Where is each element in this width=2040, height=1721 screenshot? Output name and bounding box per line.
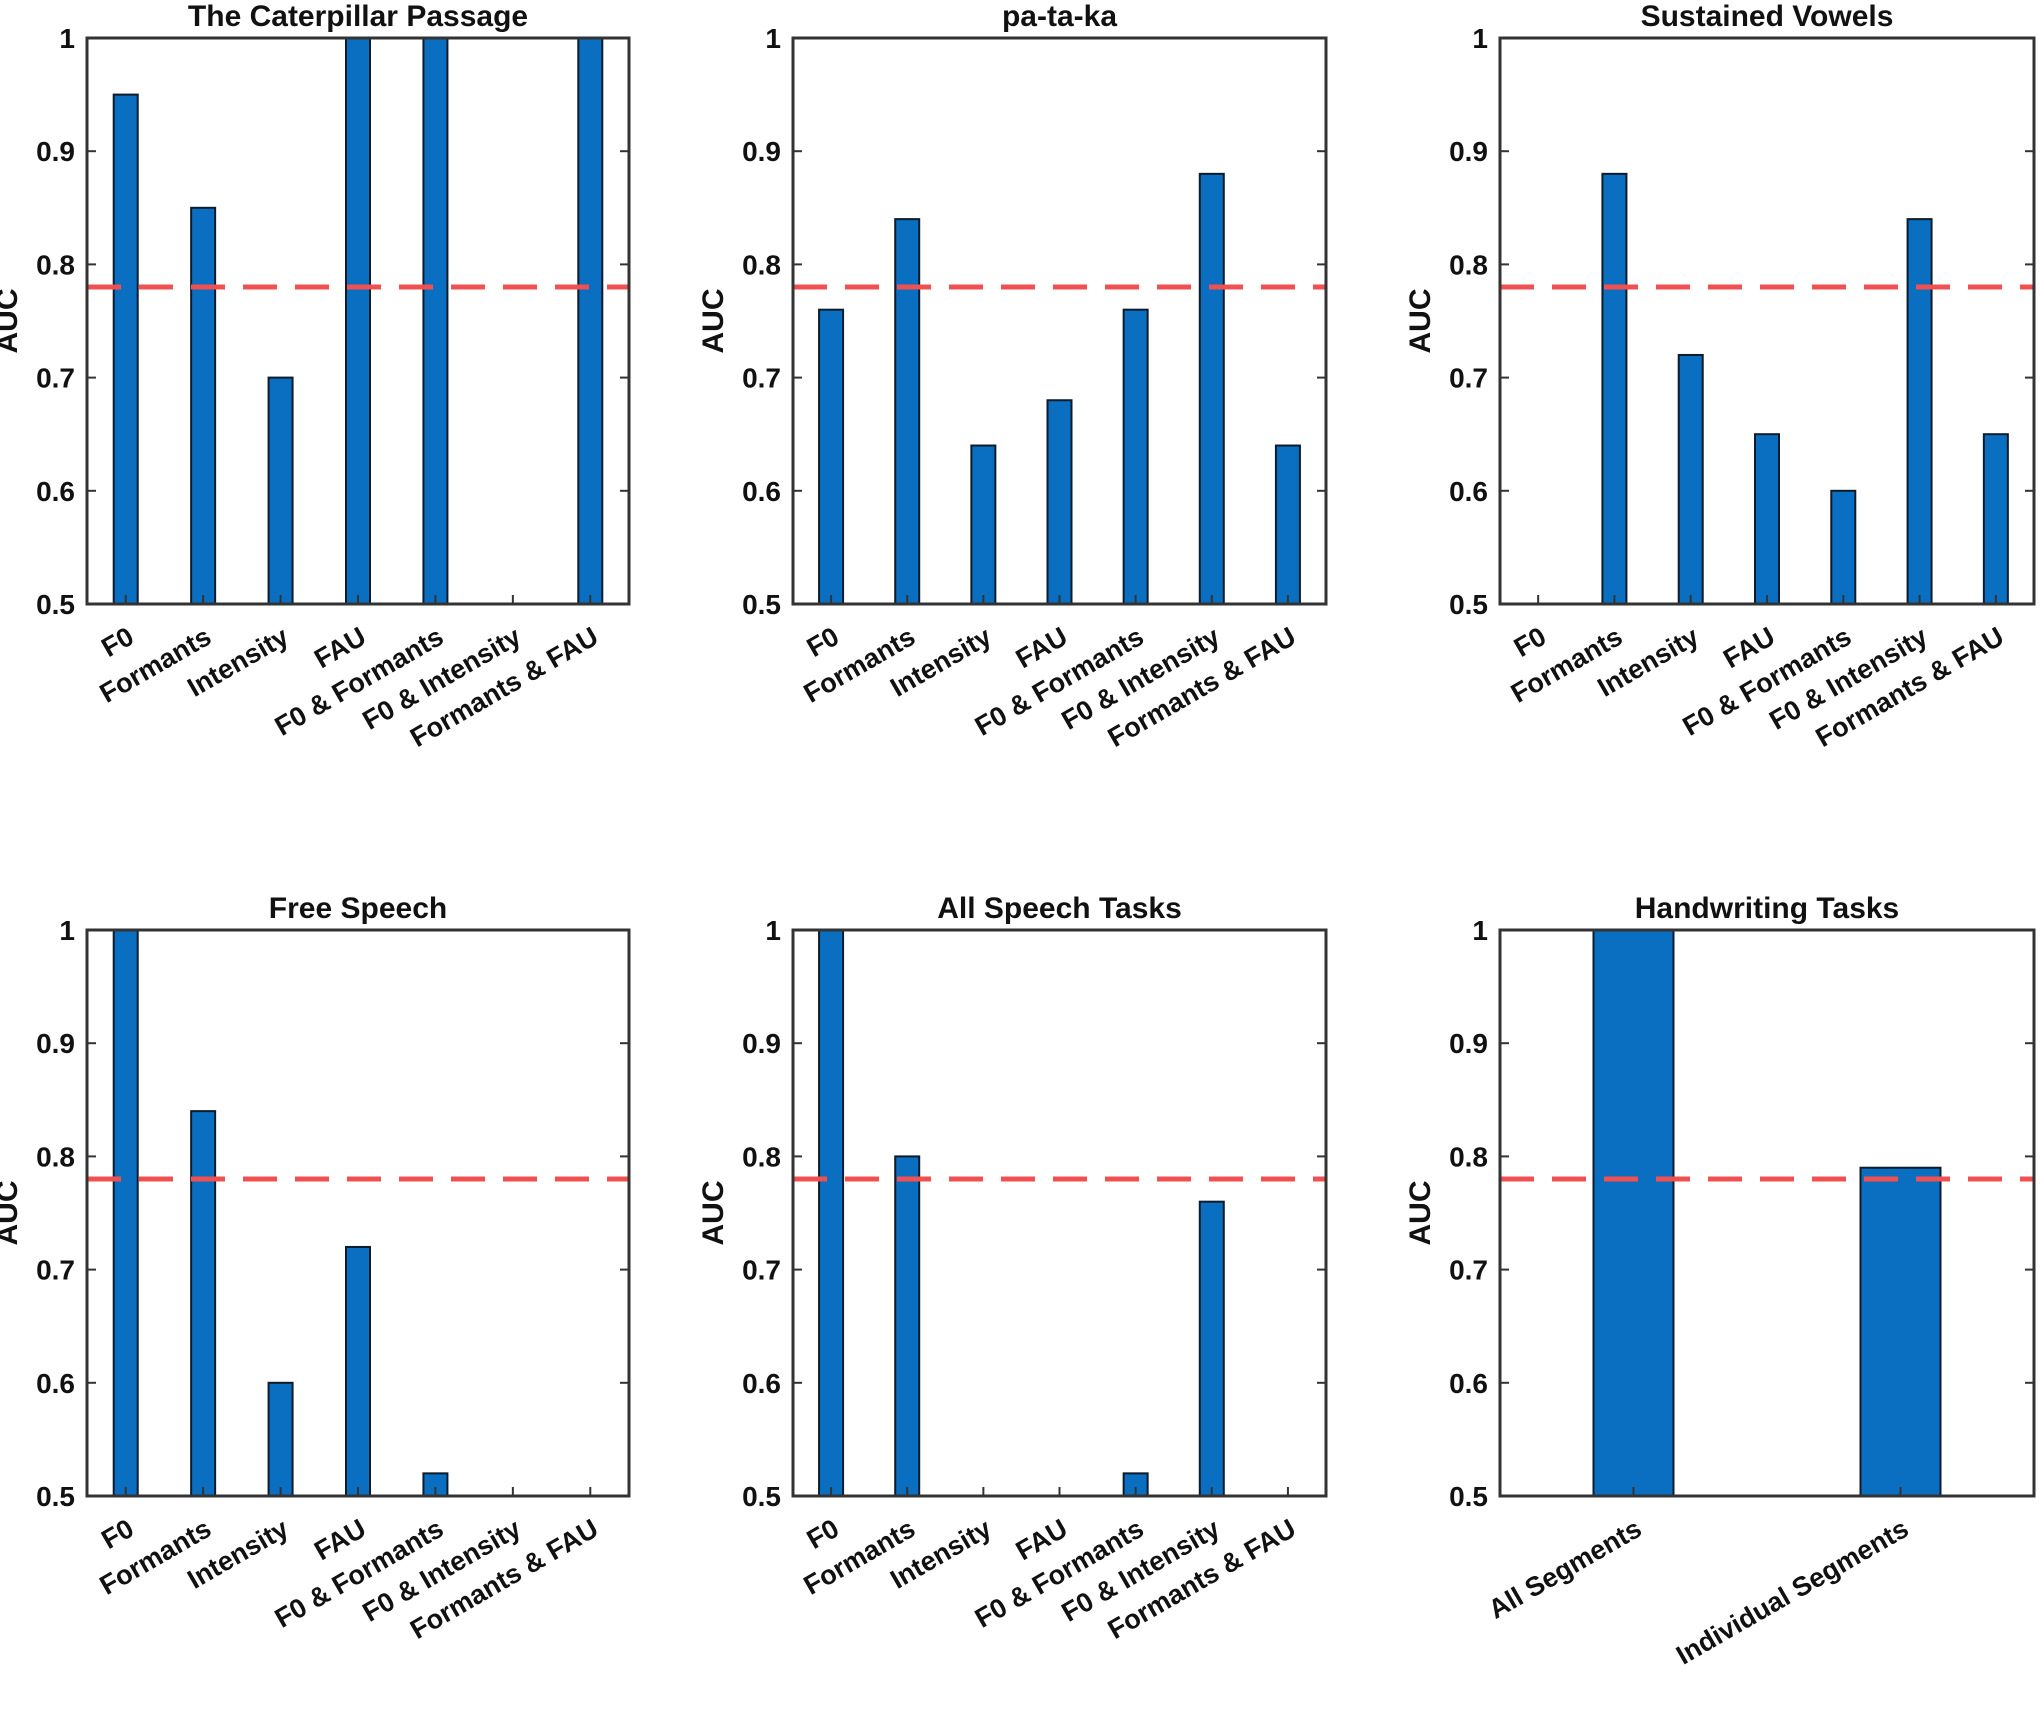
y-axis-label: AUC bbox=[1404, 1181, 1437, 1246]
y-tick-label: 0.9 bbox=[36, 136, 75, 167]
bar-4 bbox=[345, 37, 371, 605]
x-tick-label: Individual Segments bbox=[1671, 1513, 1913, 1670]
chart-title: Sustained Vowels bbox=[1641, 0, 1894, 33]
y-tick-label: 1 bbox=[765, 23, 781, 54]
bar-4 bbox=[1754, 433, 1780, 606]
y-tick-label: 0.7 bbox=[1449, 1255, 1488, 1286]
y-tick-label: 0.6 bbox=[36, 1368, 75, 1399]
bar-1 bbox=[818, 929, 845, 1497]
y-tick-label: 0.9 bbox=[1449, 1028, 1488, 1059]
axes-box bbox=[85, 36, 631, 606]
y-tick-label: 0.6 bbox=[742, 476, 781, 507]
chart-panel-6: Handwriting Tasks AUC 0.5 0.6 0.7 0.8 0.9 1 All … bbox=[1404, 892, 2036, 1670]
bar-1 bbox=[112, 929, 139, 1497]
x-tick-label: All Segments bbox=[1483, 1513, 1646, 1625]
axes-box bbox=[791, 928, 1328, 1498]
y-tick-label: 0.5 bbox=[36, 589, 75, 620]
bar-2 bbox=[1601, 172, 1628, 605]
chart-panel-5: All Speech TasksAUC0.50.60.70.80.91F0For… bbox=[697, 892, 1328, 1645]
chart-title: All Speech Tasks bbox=[937, 892, 1182, 925]
x-tick-label: F0 bbox=[96, 621, 138, 663]
y-tick-label: 1 bbox=[1472, 915, 1488, 946]
bar-2 bbox=[894, 218, 921, 605]
bar-2 bbox=[190, 206, 217, 606]
y-tick-label: 0.7 bbox=[742, 363, 781, 394]
y-tick-label: 1 bbox=[59, 23, 75, 54]
y-tick-label: 0.6 bbox=[1449, 476, 1488, 507]
axes-box bbox=[1498, 36, 2036, 606]
y-tick-label: 0.8 bbox=[36, 1141, 75, 1172]
y-tick-label: 0.8 bbox=[742, 1141, 781, 1172]
bar-7 bbox=[577, 37, 604, 605]
bar-6 bbox=[1906, 218, 1933, 605]
bar-1 bbox=[112, 93, 139, 605]
y-axis-label: AUC bbox=[0, 289, 24, 354]
x-tick-label: F0 bbox=[1509, 621, 1551, 663]
y-tick-label: 0.7 bbox=[36, 1255, 75, 1286]
y-tick-label: 0.5 bbox=[742, 589, 781, 620]
y-tick-label: 0.9 bbox=[1449, 136, 1488, 167]
y-tick-label: 0.8 bbox=[36, 249, 75, 280]
y-axis-label: AUC bbox=[0, 1181, 24, 1246]
chart-panel-4: Free SpeechAUC0.50.60.70.80.91F0Formants… bbox=[0, 892, 631, 1645]
bar-3 bbox=[267, 376, 294, 605]
bar-6 bbox=[1198, 1200, 1225, 1498]
bar-1 bbox=[1592, 929, 1675, 1497]
bar-4 bbox=[345, 1245, 371, 1497]
y-tick-label: 0.5 bbox=[36, 1481, 75, 1512]
y-tick-label: 0.7 bbox=[742, 1255, 781, 1286]
bar-7 bbox=[1982, 433, 2009, 606]
x-tick-label: F0 bbox=[802, 1513, 844, 1555]
y-tick-label: 0.9 bbox=[742, 1028, 781, 1059]
y-tick-label: 0.5 bbox=[1449, 589, 1488, 620]
bar-2 bbox=[1859, 1166, 1942, 1497]
bar-6 bbox=[1198, 172, 1225, 605]
bar-2 bbox=[894, 1155, 921, 1498]
bar-3 bbox=[970, 444, 997, 605]
bar-5 bbox=[1830, 489, 1857, 605]
y-tick-label: 0.9 bbox=[36, 1028, 75, 1059]
bar-5 bbox=[422, 37, 449, 605]
y-tick-label: 0.5 bbox=[1449, 1481, 1488, 1512]
bar-5 bbox=[1122, 308, 1149, 605]
y-axis-label: AUC bbox=[1404, 289, 1437, 354]
x-tick-label: F0 bbox=[802, 621, 844, 663]
y-tick-label: 0.8 bbox=[742, 249, 781, 280]
y-tick-label: 0.8 bbox=[1449, 249, 1488, 280]
y-axis-label: AUC bbox=[697, 1181, 730, 1246]
bar-3 bbox=[1677, 353, 1704, 605]
y-tick-label: 0.7 bbox=[1449, 363, 1488, 394]
chart-panel-2: pa-ta-kaAUC0.50.60.70.80.91F0FormantsInt… bbox=[697, 0, 1328, 753]
bar-4 bbox=[1046, 399, 1073, 605]
axes-box bbox=[85, 928, 631, 1498]
chart-title: Handwriting Tasks bbox=[1635, 892, 1900, 925]
chart-title: pa-ta-ka bbox=[1002, 0, 1117, 33]
y-tick-label: 0.6 bbox=[1449, 1368, 1488, 1399]
bar-2 bbox=[190, 1110, 217, 1497]
y-tick-label: 0.5 bbox=[742, 1481, 781, 1512]
y-tick-label: 0.6 bbox=[742, 1368, 781, 1399]
chart-title: The Caterpillar Passage bbox=[188, 0, 528, 33]
y-tick-label: 0.8 bbox=[1449, 1141, 1488, 1172]
x-tick-label: F0 bbox=[96, 1513, 138, 1555]
y-tick-label: 0.7 bbox=[36, 363, 75, 394]
bar-1 bbox=[818, 308, 845, 605]
axes-box bbox=[791, 36, 1328, 606]
bar-3 bbox=[267, 1381, 294, 1498]
y-tick-label: 1 bbox=[1472, 23, 1488, 54]
bar-7 bbox=[1274, 444, 1301, 605]
y-tick-label: 1 bbox=[59, 915, 75, 946]
y-axis-label: AUC bbox=[697, 289, 730, 354]
y-tick-label: 1 bbox=[765, 915, 781, 946]
y-tick-label: 0.6 bbox=[36, 476, 75, 507]
chart-title: Free Speech bbox=[269, 892, 447, 925]
chart-panel-1: The Caterpillar Passage AUC 0.5 0.6 0.7 0.8 0.… bbox=[0, 0, 631, 753]
axes-box bbox=[1498, 928, 2036, 1498]
chart-panel-3: Sustained VowelsAUC0.50.60.70.80.91F0For… bbox=[1404, 0, 2036, 753]
y-tick-label: 0.9 bbox=[742, 136, 781, 167]
